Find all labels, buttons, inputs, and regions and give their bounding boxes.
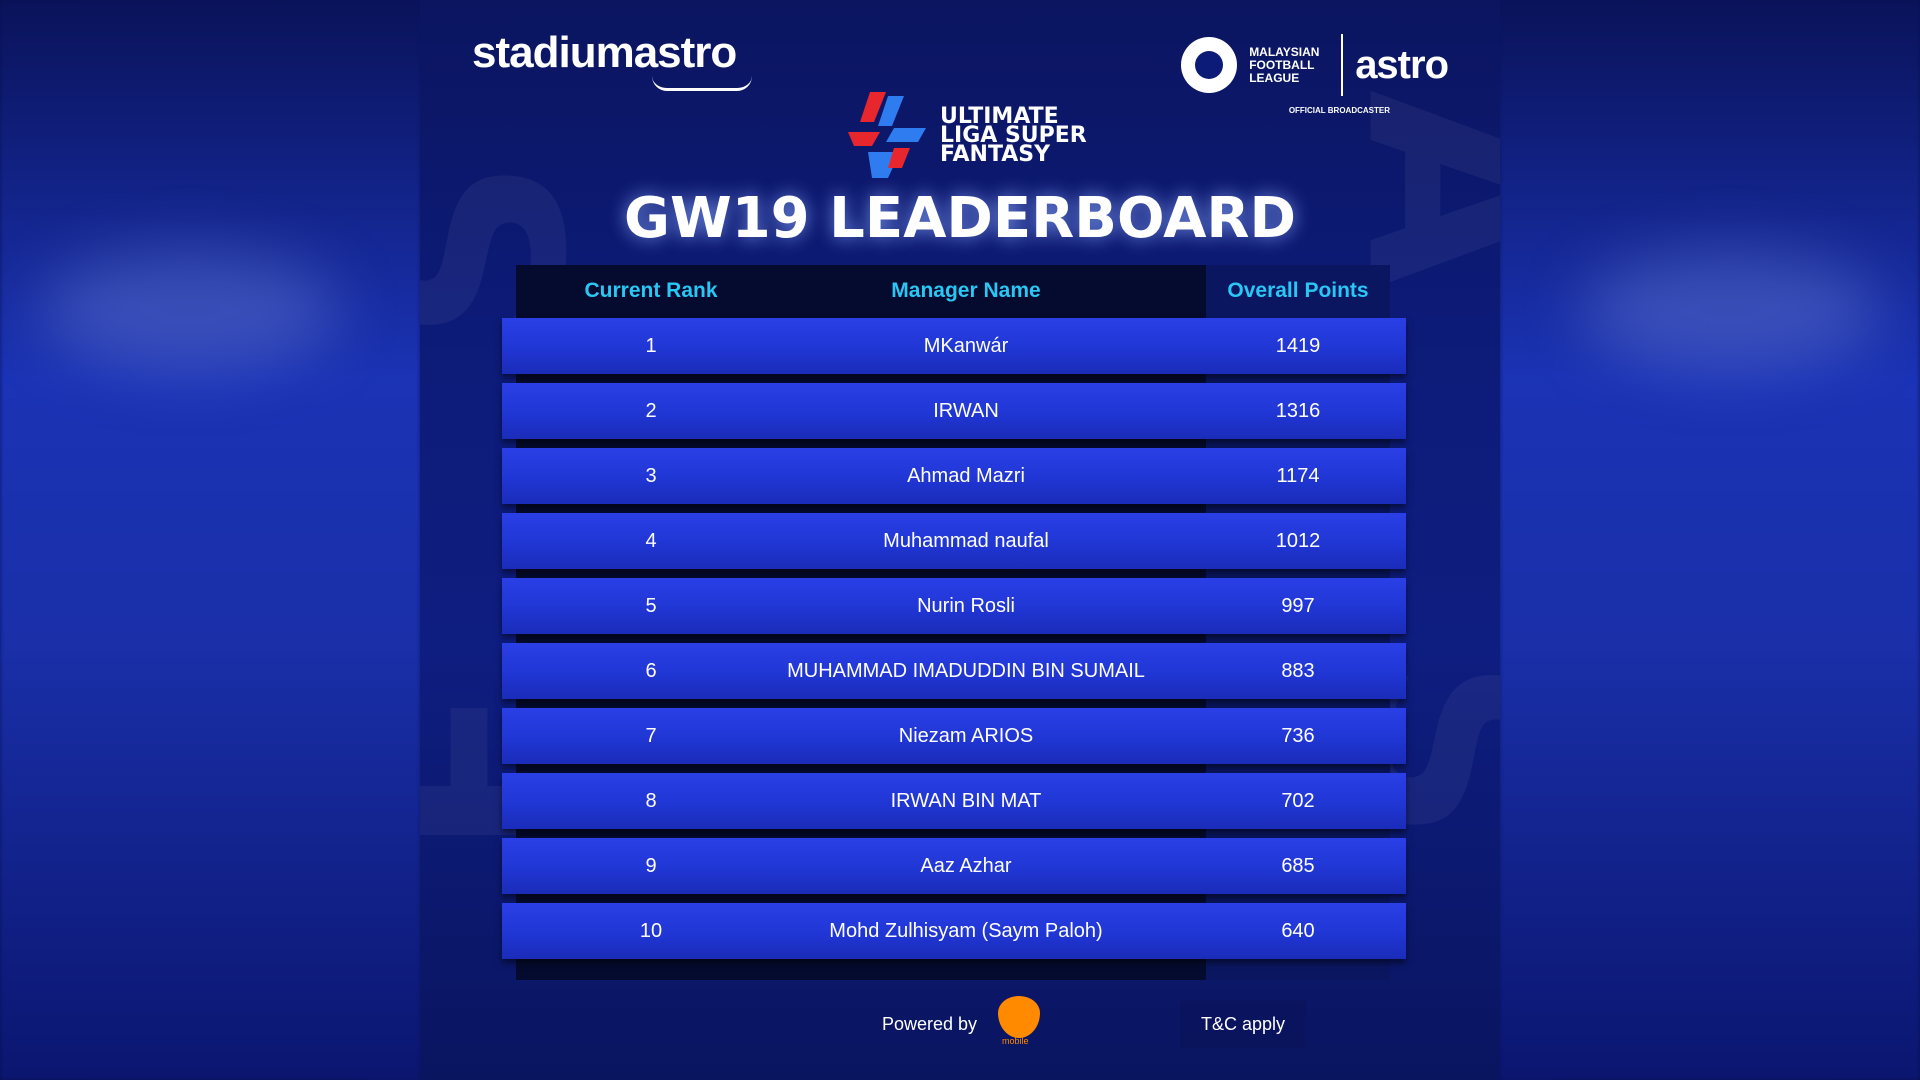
uls-line: FANTASY xyxy=(940,141,1051,167)
table-row: 6 MUHAMMAD IMADUDDIN BIN SUMAIL 883 xyxy=(502,643,1406,699)
manager-name-cell: Mohd Zulhisyam (Saym Paloh) xyxy=(829,919,1103,942)
manager-name-cell: MUHAMMAD IMADUDDIN BIN SUMAIL xyxy=(787,659,1145,682)
table-row: 4 Muhammad naufal 1012 xyxy=(502,513,1406,569)
fantasy-star-icon xyxy=(848,92,926,178)
background-blur-left xyxy=(0,0,420,1080)
manager-name-cell: IRWAN BIN MAT xyxy=(890,789,1042,812)
table-row: 5 Nurin Rosli 997 xyxy=(502,578,1406,634)
points-cell: 640 xyxy=(1281,919,1315,942)
powered-by-label: Powered by xyxy=(882,1014,978,1034)
points-cell: 702 xyxy=(1281,789,1315,812)
mfl-ball-icon xyxy=(1181,37,1238,93)
uls-line: LIGA SUPER xyxy=(940,122,1087,148)
manager-name-cell: IRWAN xyxy=(933,399,999,422)
manager-name-cell: Aaz Azhar xyxy=(920,854,1012,877)
table-row: 1 MKanwár 1419 xyxy=(502,318,1406,374)
terms-and-conditions-label: T&C apply xyxy=(1180,1000,1306,1048)
umobile-label: mobile xyxy=(1002,1036,1029,1046)
points-cell: 1174 xyxy=(1276,464,1320,487)
header-manager-name: Manager Name xyxy=(891,279,1041,302)
mfl-wordmark: MALAYSIAN FOOTBALL LEAGUE xyxy=(1249,44,1329,85)
mfl-line: FOOTBALL xyxy=(1249,57,1315,72)
points-cell: 883 xyxy=(1281,659,1315,682)
broadcaster-logos: MALAYSIAN FOOTBALL LEAGUE astro xyxy=(1181,30,1449,100)
points-cell: 736 xyxy=(1281,724,1315,747)
stadium-astro-logo: stadiumastro xyxy=(472,28,752,91)
points-cell: 685 xyxy=(1281,854,1315,877)
mfl-line: MALAYSIAN xyxy=(1249,44,1320,59)
manager-name-cell: MKanwár xyxy=(923,334,1009,357)
page-title: GW19 LEADERBOARD xyxy=(623,186,1297,251)
table-row: 7 Niezam ARIOS 736 xyxy=(502,708,1406,764)
stadium-astro-wordmark: stadiumastro xyxy=(472,28,737,77)
rank-cell: 9 xyxy=(645,854,657,877)
background-glow xyxy=(40,250,340,370)
points-cell: 1419 xyxy=(1275,334,1321,357)
points-cell: 1012 xyxy=(1275,529,1321,552)
rank-cell: 3 xyxy=(645,464,657,487)
official-broadcaster-label: OFFICIAL BROADCASTER xyxy=(1288,106,1390,115)
table-row: 3 Ahmad Mazri 1174 xyxy=(502,448,1406,504)
header-overall-points: Overall Points xyxy=(1227,279,1369,302)
mfl-line: LEAGUE xyxy=(1249,70,1300,85)
leaderboard-table: Current Rank Manager Name Overall Points… xyxy=(502,265,1420,980)
rank-cell: 10 xyxy=(639,919,663,942)
uls-line: ULTIMATE xyxy=(940,103,1059,129)
background-blur-right xyxy=(1500,0,1920,1080)
manager-name-cell: Niezam ARIOS xyxy=(898,724,1034,747)
umobile-u-icon xyxy=(998,996,1040,1038)
points-cell: 997 xyxy=(1281,594,1315,617)
rank-cell: 2 xyxy=(645,399,657,422)
header-current-rank: Current Rank xyxy=(584,279,718,302)
leaderboard-poster: S A F S stadiumastro MALAYSIAN FOOTBALL … xyxy=(420,0,1500,1080)
logo-swoosh xyxy=(652,76,752,91)
table-header: Current Rank Manager Name Overall Points xyxy=(502,265,1406,317)
table-row: 8 IRWAN BIN MAT 702 xyxy=(502,773,1406,829)
rank-cell: 1 xyxy=(645,334,657,357)
rank-cell: 5 xyxy=(645,594,657,617)
rank-cell: 4 xyxy=(645,529,657,552)
logo-divider xyxy=(1341,34,1344,96)
table-row: 9 Aaz Azhar 685 xyxy=(502,838,1406,894)
rank-cell: 6 xyxy=(645,659,657,682)
manager-name-cell: Muhammad naufal xyxy=(883,529,1049,552)
ultimate-liga-super-fantasy-logo: ULTIMATE LIGA SUPER FANTASY xyxy=(848,92,1087,178)
manager-name-cell: Nurin Rosli xyxy=(917,594,1015,617)
rank-cell: 7 xyxy=(645,724,657,747)
umobile-logo: mobile xyxy=(996,994,1042,1046)
table-row: 10 Mohd Zulhisyam (Saym Paloh) 640 xyxy=(502,903,1406,959)
table-row: 2 IRWAN 1316 xyxy=(502,383,1406,439)
rank-cell: 8 xyxy=(645,789,657,812)
uls-wordmark: ULTIMATE LIGA SUPER FANTASY xyxy=(940,103,1087,167)
astro-logo: astro xyxy=(1355,42,1449,87)
points-cell: 1316 xyxy=(1275,399,1321,422)
background-glow xyxy=(1580,250,1880,370)
manager-name-cell: Ahmad Mazri xyxy=(907,464,1025,487)
